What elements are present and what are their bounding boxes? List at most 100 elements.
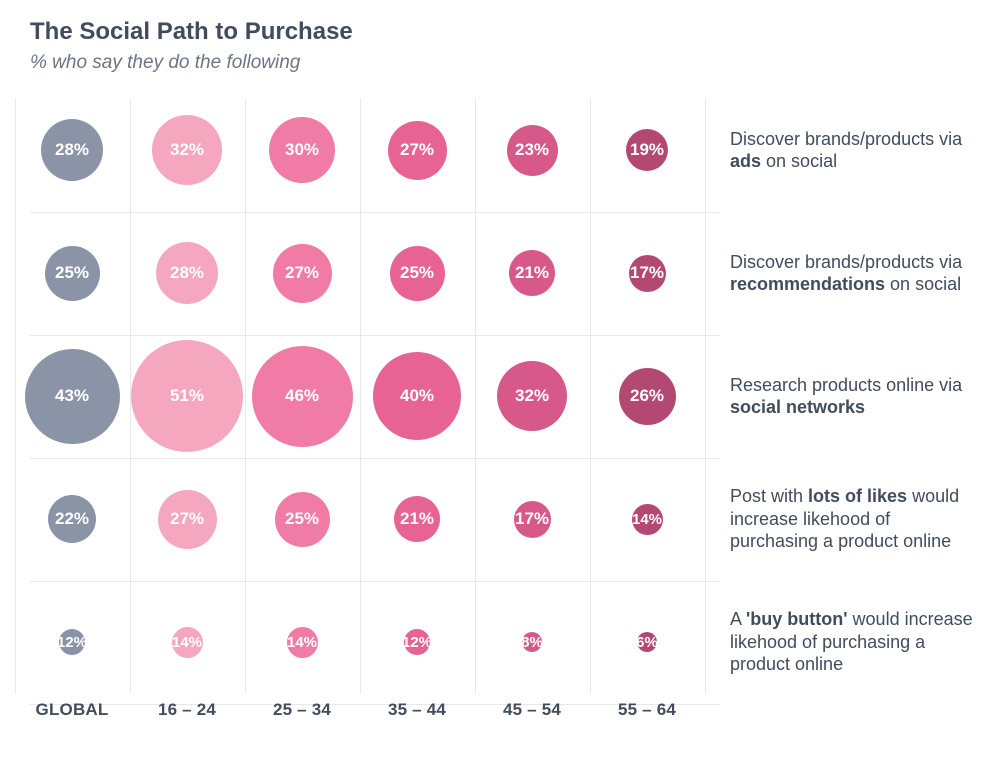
row-description: Post with lots of likes would increase l… bbox=[730, 477, 980, 561]
bubble-value: 21% bbox=[515, 263, 549, 283]
bubble-cell: 25% bbox=[15, 212, 130, 334]
bubble-grid-chart: 28% 32% 30% 27% 23% 19% 25% 28% 27% 25% 21% 17% 43% 5… bbox=[30, 98, 964, 694]
bubble-cell: 46% bbox=[245, 335, 360, 457]
bubble-value: 25% bbox=[400, 263, 434, 283]
x-axis-label: 35 – 44 bbox=[360, 700, 475, 720]
page: The Social Path to Purchase % who say th… bbox=[0, 0, 984, 759]
bubble-cell: 30% bbox=[245, 89, 360, 211]
bubble-value: 8% bbox=[521, 634, 543, 651]
x-axis-label: 25 – 34 bbox=[245, 700, 360, 720]
bubble-value: 26% bbox=[630, 386, 664, 406]
bubble-cell: 40% bbox=[360, 335, 475, 457]
bubble: 23% bbox=[507, 125, 558, 176]
bubble-cell: 25% bbox=[245, 458, 360, 580]
bubble: 21% bbox=[509, 250, 555, 296]
bubble-cell: 25% bbox=[360, 212, 475, 334]
bubble-cell: 27% bbox=[130, 458, 245, 580]
bubble-value: 14% bbox=[287, 634, 317, 651]
x-axis-label: 45 – 54 bbox=[475, 700, 590, 720]
bubble: 27% bbox=[388, 121, 447, 180]
bubble-value: 28% bbox=[170, 263, 204, 283]
bubble-value: 19% bbox=[630, 140, 664, 160]
bubble-value: 32% bbox=[170, 140, 204, 160]
bubble-cell: 12% bbox=[15, 581, 130, 703]
bubble-cell: 23% bbox=[475, 89, 590, 211]
bubble: 28% bbox=[41, 119, 103, 181]
bubble-cell: 28% bbox=[130, 212, 245, 334]
bubble: 14% bbox=[287, 627, 318, 658]
bubble-value: 25% bbox=[285, 509, 319, 529]
bubble: 25% bbox=[390, 246, 445, 301]
bubble-value: 14% bbox=[632, 511, 662, 528]
row-description: Discover brands/products via recommendat… bbox=[730, 231, 980, 315]
bubble: 8% bbox=[522, 632, 542, 652]
bubble-value: 14% bbox=[172, 634, 202, 651]
bubble: 27% bbox=[158, 490, 217, 549]
bubble: 12% bbox=[59, 629, 85, 655]
bubble-value: 40% bbox=[400, 386, 434, 406]
bubble-cell: 8% bbox=[475, 581, 590, 703]
bubble: 17% bbox=[514, 501, 551, 538]
bubble-value: 27% bbox=[170, 509, 204, 529]
bubble: 17% bbox=[629, 255, 666, 292]
bubble: 14% bbox=[172, 627, 203, 658]
bubble-cell: 27% bbox=[245, 212, 360, 334]
bubble-value: 51% bbox=[170, 386, 204, 406]
bubble-cell: 14% bbox=[130, 581, 245, 703]
bubble-value: 6% bbox=[636, 634, 658, 651]
bubble-cell: 22% bbox=[15, 458, 130, 580]
bubble: 12% bbox=[404, 629, 430, 655]
gridline-vertical bbox=[705, 98, 706, 694]
bubble: 21% bbox=[394, 496, 440, 542]
bubble-cell: 26% bbox=[590, 335, 705, 457]
bubble-value: 21% bbox=[400, 509, 434, 529]
bubble-value: 32% bbox=[515, 386, 549, 406]
bubble-value: 17% bbox=[630, 263, 664, 283]
bubble-value: 28% bbox=[55, 140, 89, 160]
x-axis-label: 16 – 24 bbox=[130, 700, 245, 720]
x-axis-label: GLOBAL bbox=[15, 700, 130, 720]
bubble: 25% bbox=[45, 246, 100, 301]
bubble: 25% bbox=[275, 492, 330, 547]
bubble: 43% bbox=[25, 349, 120, 444]
bubble: 26% bbox=[619, 368, 676, 425]
bubble-cell: 32% bbox=[130, 89, 245, 211]
x-axis-label: 55 – 64 bbox=[590, 700, 705, 720]
bubble: 14% bbox=[632, 504, 663, 535]
bubble: 32% bbox=[497, 361, 567, 431]
bubble-cell: 32% bbox=[475, 335, 590, 457]
page-title: The Social Path to Purchase bbox=[30, 18, 966, 46]
bubble: 19% bbox=[626, 129, 668, 171]
row-description: Discover brands/products via ads on soci… bbox=[730, 108, 980, 192]
bubble: 40% bbox=[373, 352, 461, 440]
bubble-cell: 17% bbox=[590, 212, 705, 334]
bubble-cell: 12% bbox=[360, 581, 475, 703]
bubble-value: 46% bbox=[285, 386, 319, 406]
bubble: 30% bbox=[269, 117, 335, 183]
bubble-cell: 43% bbox=[15, 335, 130, 457]
bubble-cell: 14% bbox=[245, 581, 360, 703]
bubble-value: 25% bbox=[55, 263, 89, 283]
bubble-cell: 51% bbox=[130, 335, 245, 457]
bubble-cell: 17% bbox=[475, 458, 590, 580]
bubble-cell: 19% bbox=[590, 89, 705, 211]
bubble: 22% bbox=[48, 495, 96, 543]
bubble-value: 27% bbox=[400, 140, 434, 160]
bubble-cell: 21% bbox=[360, 458, 475, 580]
row-description: A 'buy button' would increase likehood o… bbox=[730, 600, 980, 684]
bubble-cell: 27% bbox=[360, 89, 475, 211]
bubble-value: 27% bbox=[285, 263, 319, 283]
bubble-cell: 6% bbox=[590, 581, 705, 703]
bubble-value: 30% bbox=[285, 140, 319, 160]
bubble-value: 17% bbox=[515, 509, 549, 529]
bubble: 46% bbox=[252, 346, 353, 447]
bubble-value: 12% bbox=[402, 634, 432, 651]
bubble-value: 12% bbox=[57, 634, 87, 651]
row-description: Research products online via social netw… bbox=[730, 354, 980, 438]
bubble: 27% bbox=[273, 244, 332, 303]
bubble-value: 43% bbox=[55, 386, 89, 406]
bubble: 6% bbox=[637, 632, 657, 652]
bubble: 28% bbox=[156, 242, 218, 304]
page-subtitle: % who say they do the following bbox=[30, 52, 966, 74]
bubble-cell: 28% bbox=[15, 89, 130, 211]
